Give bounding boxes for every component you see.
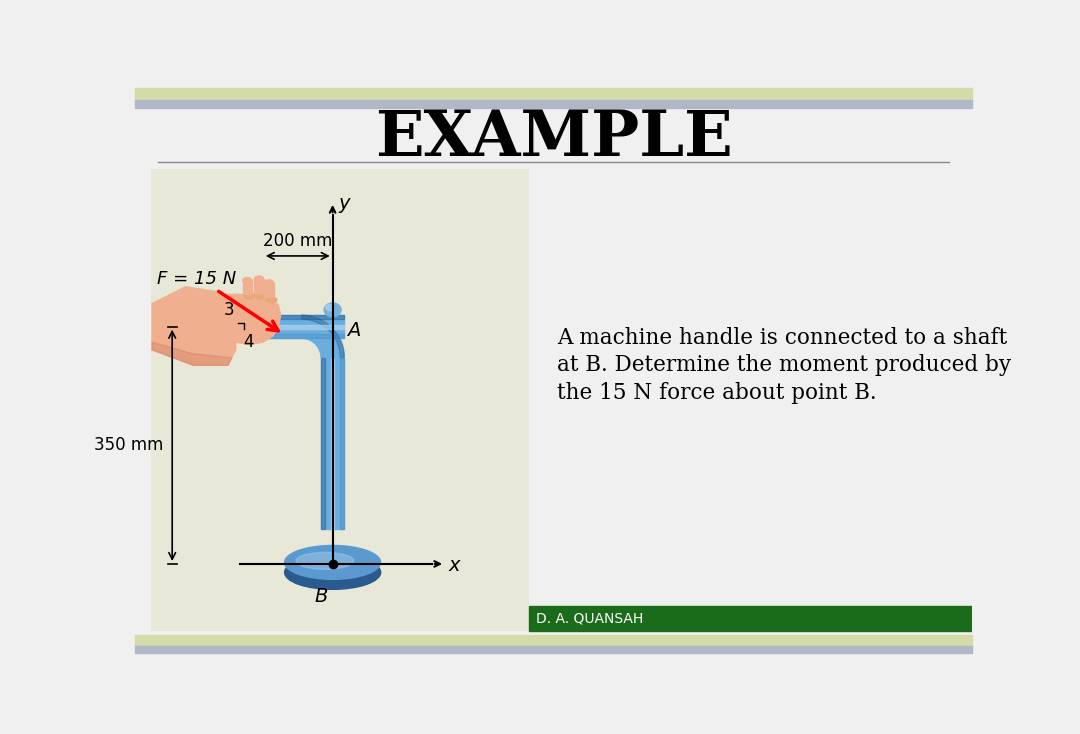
Text: x: x <box>449 556 460 575</box>
Ellipse shape <box>284 545 380 579</box>
Polygon shape <box>301 315 345 357</box>
Bar <box>225 315 345 319</box>
Text: D. A. QUANSAH: D. A. QUANSAH <box>537 611 644 625</box>
Bar <box>150 169 529 631</box>
Text: 3: 3 <box>224 301 234 319</box>
Bar <box>225 325 345 329</box>
Ellipse shape <box>324 303 341 317</box>
Polygon shape <box>152 342 232 366</box>
Bar <box>135 101 972 108</box>
Text: 350 mm: 350 mm <box>94 436 163 454</box>
Ellipse shape <box>244 293 255 299</box>
Polygon shape <box>152 287 235 366</box>
Bar <box>135 635 972 646</box>
Polygon shape <box>221 294 242 311</box>
Bar <box>265 283 273 297</box>
Bar <box>330 357 335 529</box>
Bar <box>255 279 264 293</box>
Bar <box>340 357 345 529</box>
Text: A machine handle is connected to a shaft: A machine handle is connected to a shaft <box>557 327 1008 349</box>
Bar <box>225 334 345 338</box>
Bar <box>243 280 252 294</box>
Ellipse shape <box>243 277 252 283</box>
Ellipse shape <box>255 276 264 282</box>
Text: 200 mm: 200 mm <box>264 232 333 250</box>
Text: EXAMPLE: EXAMPLE <box>375 108 732 169</box>
Text: A: A <box>347 321 360 340</box>
Text: F = 15 N: F = 15 N <box>157 270 235 288</box>
Ellipse shape <box>265 280 273 286</box>
Text: 4: 4 <box>243 333 254 351</box>
Bar <box>529 606 972 631</box>
Bar <box>321 357 345 529</box>
Bar <box>135 88 972 101</box>
Ellipse shape <box>284 556 380 589</box>
Bar <box>225 315 345 338</box>
Bar <box>321 357 325 529</box>
Polygon shape <box>220 294 281 344</box>
Text: the 15 N force about point B.: the 15 N force about point B. <box>557 382 877 404</box>
Polygon shape <box>301 315 345 357</box>
Ellipse shape <box>256 293 267 299</box>
Text: at B. Determine the moment produced by: at B. Determine the moment produced by <box>557 355 1012 377</box>
Text: B: B <box>314 587 327 606</box>
Text: y: y <box>339 194 350 213</box>
Ellipse shape <box>296 553 354 570</box>
Ellipse shape <box>326 305 334 310</box>
Ellipse shape <box>266 297 276 303</box>
Bar <box>135 646 972 653</box>
